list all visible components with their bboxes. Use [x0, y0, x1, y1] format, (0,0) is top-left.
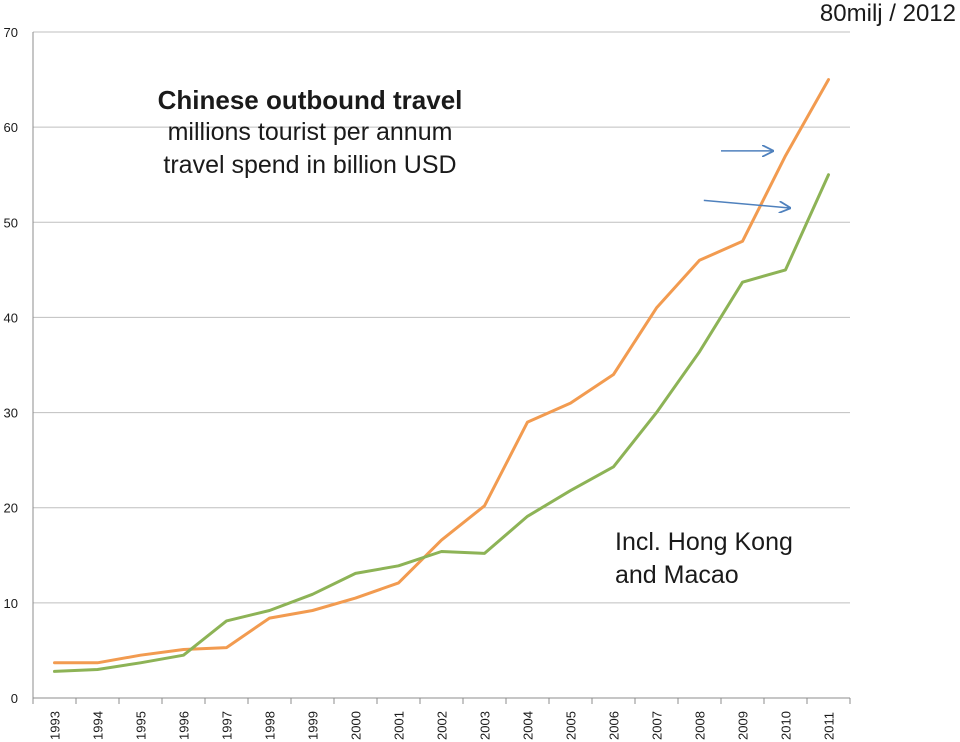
x-tick-label-2007: 2007: [650, 711, 665, 740]
axes: [32, 32, 851, 704]
x-tick-label-2000: 2000: [349, 711, 364, 740]
x-tick-label-1996: 1996: [177, 711, 192, 740]
x-tick-label-1995: 1995: [134, 711, 149, 740]
hong-kong-macao-annotation: Incl. Hong Kong and Macao: [615, 526, 793, 592]
annotation-line-2: and Macao: [615, 561, 739, 589]
x-tick-labels: 1993 1994 1995 1996 1997 1998 1999 2000 2001 2002…: [48, 711, 837, 740]
x-tick-label-1999: 1999: [306, 711, 321, 740]
y-tick-label-70: 70: [4, 25, 18, 40]
x-tick-label-1997: 1997: [220, 711, 235, 740]
x-tick-label-1994: 1994: [91, 711, 106, 740]
chart-title-block: Chinese outbound travel millions tourist…: [120, 84, 500, 182]
x-tick-label-2010: 2010: [779, 711, 794, 740]
x-tick-label-2009: 2009: [736, 711, 751, 740]
x-tick-label-2003: 2003: [478, 711, 493, 740]
y-tick-label-30: 30: [4, 406, 18, 421]
gridlines: [33, 31, 850, 604]
series-2-line: [53, 173, 830, 673]
series-lines: [53, 78, 830, 673]
x-tick-label-2001: 2001: [392, 711, 407, 740]
chart-subtitle-line-2: travel spend in billion USD: [163, 151, 457, 179]
x-tick-label-1998: 1998: [263, 711, 278, 740]
y-tick-label-10: 10: [4, 596, 18, 611]
x-tick-label-2004: 2004: [521, 711, 536, 740]
y-tick-label-20: 20: [4, 501, 18, 516]
x-tick-label-2002: 2002: [435, 711, 450, 740]
x-tick-label-2008: 2008: [693, 711, 708, 740]
chart-subtitle-line-1: millions tourist per annum: [167, 118, 453, 146]
series-1-line: [53, 78, 830, 665]
annotation-arrows: [703, 151, 790, 208]
x-tick-label-2011: 2011: [822, 712, 837, 740]
annotation-line-1: Incl. Hong Kong: [615, 528, 793, 556]
annotation-arrow-2: [703, 199, 790, 208]
x-tick-label-2005: 2005: [564, 711, 579, 740]
chart-title: Chinese outbound travel: [157, 85, 463, 115]
y-tick-label-0: 0: [11, 691, 18, 706]
y-tick-label-60: 60: [4, 120, 18, 135]
y-tick-label-50: 50: [4, 215, 18, 230]
y-tick-labels: 0 10 20 30 40 50 60 70: [4, 25, 18, 706]
corner-note: 80milj / 2012: [819, 0, 956, 27]
y-tick-label-40: 40: [4, 310, 18, 325]
x-tick-label-1993: 1993: [48, 711, 63, 740]
x-tick-label-2006: 2006: [607, 711, 622, 740]
